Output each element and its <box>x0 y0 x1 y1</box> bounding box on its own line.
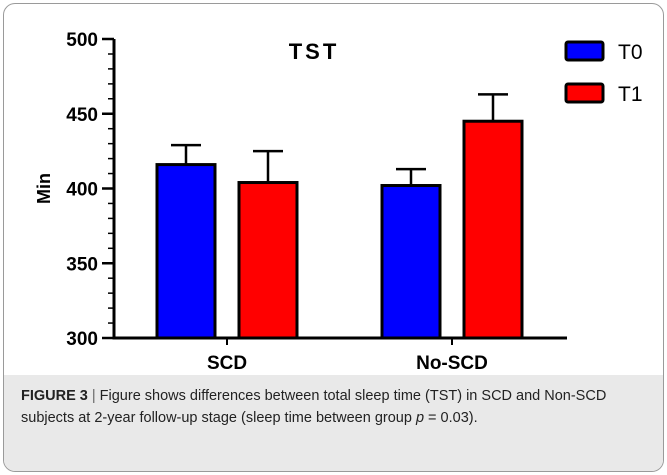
chart-title: TST <box>289 39 340 64</box>
bar-scd-t0 <box>155 163 217 340</box>
x-tick-label: SCD <box>207 353 247 374</box>
caption-label: FIGURE 3 <box>21 388 88 404</box>
figure-caption: FIGURE 3 | Figure shows differences betwee… <box>21 385 651 429</box>
bar-no-scd-t0 <box>380 184 442 340</box>
bar-no-scd-t1 <box>462 119 524 340</box>
bar-chart: TST Min 300 350 400 450 500 SCD No-SCD T0 T1 <box>34 30 643 374</box>
y-tick-label: 450 <box>66 105 98 126</box>
y-axis-label: Min <box>34 173 54 204</box>
caption-text-end: = 0.03). <box>424 410 478 426</box>
bar-scd-t1 <box>237 181 299 340</box>
legend-swatch-t1 <box>564 82 605 104</box>
y-tick-label: 500 <box>66 30 98 51</box>
legend-swatch-t0 <box>564 40 605 62</box>
legend-label-t1: T1 <box>618 83 643 106</box>
y-tick-label: 350 <box>66 254 98 275</box>
legend-label-t0: T0 <box>618 41 643 64</box>
caption-p-symbol: p <box>415 410 425 426</box>
y-tick-label: 400 <box>66 180 98 201</box>
x-tick-label: No-SCD <box>416 353 488 374</box>
caption-text: Figure shows differences between total s… <box>21 388 607 426</box>
y-tick-label: 300 <box>66 329 98 350</box>
caption-separator: | <box>91 388 96 404</box>
caption-box <box>4 375 663 471</box>
figure-frame: TST Min 300 350 400 450 500 SCD No-SCD T0 T1 FIGUR… <box>3 3 664 472</box>
